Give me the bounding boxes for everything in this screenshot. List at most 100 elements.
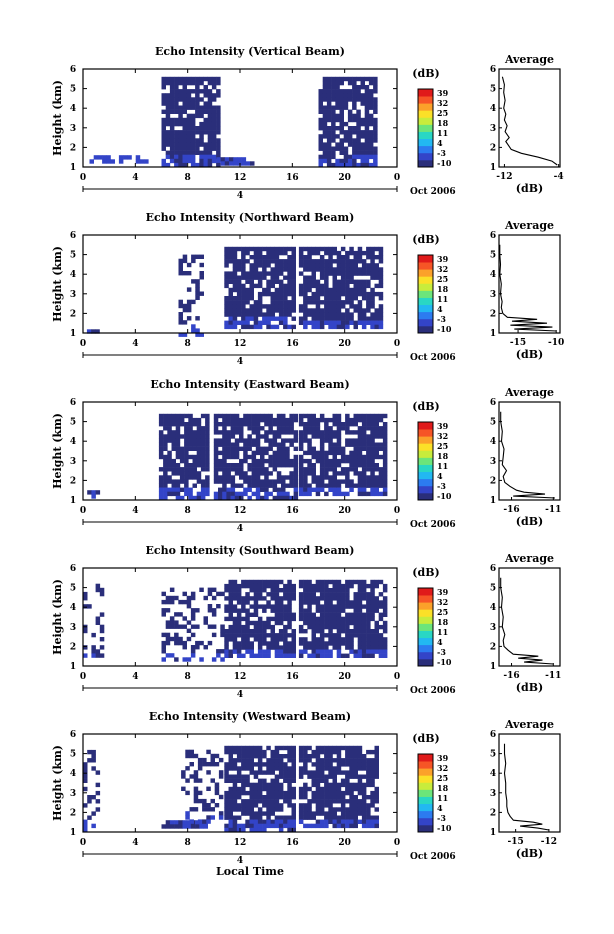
echo-cell [328,803,333,808]
echo-cell [206,770,211,775]
echo-cell [234,467,240,472]
echo-cell [266,308,271,313]
echo-cell [319,267,325,272]
echo-cell [378,446,384,451]
echo-cell [361,807,367,812]
echo-cell [345,616,350,622]
echo-cell [378,246,384,252]
echo-cell [340,629,346,634]
echo-cell [318,105,323,110]
echo-cell [274,745,280,751]
echo-cell [345,790,350,796]
echo-cell [236,263,242,268]
echo-cell [262,579,267,585]
echo-cell [339,146,344,151]
echo-cell [349,479,354,484]
echo-cell [266,283,271,289]
echo-cell [352,76,357,82]
echo-cell [291,246,296,252]
echo-cell [303,296,308,301]
echo-cell [366,807,371,812]
echo-cell [335,89,340,94]
echo-cell [255,467,261,472]
echo-cell [171,446,176,451]
echo-cell [332,620,337,626]
echo-cell [374,491,379,497]
echo-cell [298,458,304,464]
echo-cell [241,246,246,252]
echo-cell [370,324,375,330]
echo-cell [340,324,346,330]
echo-cell [102,159,107,164]
echo-cell [182,258,188,264]
echo-cell [213,475,219,480]
echo-cell [228,279,233,284]
echo-cell [182,271,188,276]
echo-cell [228,774,233,779]
echo-cell [347,117,353,123]
echo-cell [199,271,204,276]
echo-cell [303,637,308,642]
echo-cell [361,267,367,272]
echo-cell [266,819,271,824]
echo-cell [169,126,175,131]
echo-cell [373,97,378,102]
colorbar-tick-label: -3 [437,647,446,657]
echo-cell [374,255,379,260]
echo-cell [345,786,350,792]
echo-cell [232,308,238,313]
echo-cell [357,811,363,816]
echo-cell [352,130,357,135]
y-tick-label: 4 [70,104,76,114]
echo-cell [197,762,203,767]
echo-cell [249,758,254,763]
echo-cell [260,487,265,492]
echo-cell [361,446,367,451]
echo-cell [311,450,316,456]
echo-cell [228,250,233,256]
echo-cell [262,267,267,272]
echo-cell [262,823,267,829]
echo-cell [293,463,299,468]
echo-cell [374,316,379,321]
echo-cell [311,749,316,755]
echo-cell [291,308,296,313]
echo-cell [315,479,321,484]
echo-cell [287,308,292,313]
echo-cell [171,471,176,476]
echo-cell [289,483,294,488]
echo-cell [236,283,242,289]
echo-cell [361,430,367,435]
echo-cell [196,471,202,476]
echo-cell [175,413,181,419]
echo-cell [249,823,254,829]
echo-cell [192,434,197,439]
echo-cell [193,790,199,796]
echo-cell [285,495,290,501]
echo-cell [283,766,288,771]
echo-cell [303,287,308,293]
echo-cell [228,300,233,305]
echo-cell [229,157,234,162]
echo-cell [224,255,229,260]
echo-cell [336,649,342,654]
echo-cell [322,105,328,110]
echo-cell [335,85,340,90]
echo-cell [357,758,363,763]
echo-cell [222,413,227,419]
echo-cell [335,93,340,98]
echo-cell [175,483,181,488]
echo-cell [158,417,164,423]
x-tick-label: 8 [185,339,191,349]
echo-cell [366,413,371,419]
echo-cell [303,291,308,297]
echo-cell [203,595,208,601]
echo-cell [303,766,308,771]
echo-cell [307,417,312,423]
echo-cell [336,491,342,497]
echo-cell [253,255,259,260]
echo-cell [232,588,238,593]
y-tick-label: 4 [70,270,76,280]
echo-cell [135,159,141,164]
echo-cell [163,413,168,419]
